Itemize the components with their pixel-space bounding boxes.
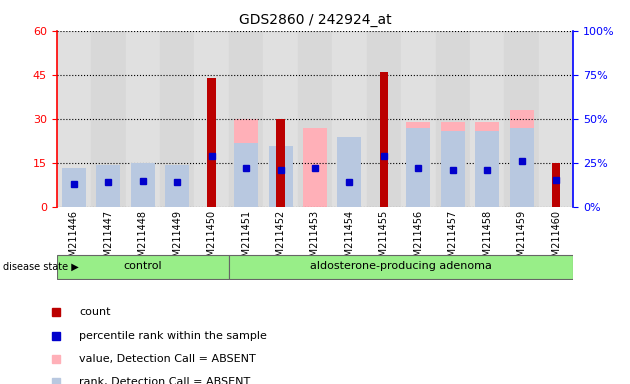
Text: aldosterone-producing adenoma: aldosterone-producing adenoma — [310, 262, 492, 271]
Bar — [125, 31, 160, 207]
Text: control: control — [123, 262, 162, 271]
Bar — [276, 119, 285, 207]
Bar — [441, 122, 465, 207]
Text: disease state ▶: disease state ▶ — [3, 262, 79, 272]
Text: percentile rank within the sample: percentile rank within the sample — [79, 331, 267, 341]
Bar — [475, 131, 499, 207]
Bar — [510, 110, 534, 207]
Bar — [303, 128, 327, 207]
Bar — [165, 178, 189, 207]
Text: rank, Detection Call = ABSENT: rank, Detection Call = ABSENT — [79, 377, 251, 384]
Bar — [207, 78, 216, 207]
Bar — [510, 128, 534, 207]
Bar — [131, 169, 155, 207]
Bar — [62, 167, 86, 207]
Bar — [229, 31, 263, 207]
Title: GDS2860 / 242924_at: GDS2860 / 242924_at — [239, 13, 391, 27]
Bar — [57, 255, 229, 279]
Bar — [234, 119, 258, 207]
Bar — [401, 31, 435, 207]
Bar — [165, 165, 189, 207]
Bar — [298, 31, 332, 207]
Bar — [435, 31, 470, 207]
Bar — [505, 31, 539, 207]
Bar — [475, 122, 499, 207]
Bar — [195, 31, 229, 207]
Bar — [332, 31, 367, 207]
Bar — [367, 31, 401, 207]
Bar — [539, 31, 573, 207]
Bar — [91, 31, 125, 207]
Bar — [57, 31, 91, 207]
Bar — [96, 165, 120, 207]
Bar — [406, 122, 430, 207]
Bar — [552, 163, 561, 207]
Text: count: count — [79, 307, 111, 317]
Bar — [338, 137, 362, 207]
Bar — [406, 128, 430, 207]
Text: value, Detection Call = ABSENT: value, Detection Call = ABSENT — [79, 354, 256, 364]
Bar — [441, 131, 465, 207]
Bar — [268, 146, 292, 207]
Bar — [379, 72, 388, 207]
Bar — [62, 172, 86, 207]
Bar — [96, 175, 120, 207]
Bar — [263, 31, 298, 207]
Bar — [338, 137, 362, 207]
Bar — [470, 31, 505, 207]
Bar — [234, 142, 258, 207]
Bar — [131, 163, 155, 207]
Bar — [160, 31, 195, 207]
Bar — [229, 255, 573, 279]
